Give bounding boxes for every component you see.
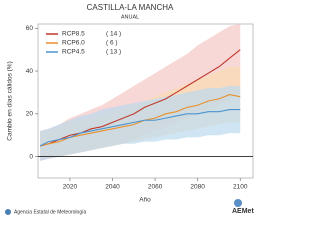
legend-count: ( 6 ) [106, 40, 118, 47]
logo-icon [234, 199, 242, 207]
legend-label: RCP8.5 [62, 31, 85, 38]
y-tick-label: 40 [26, 68, 34, 75]
series-line [39, 49, 241, 147]
chart-title: CASTILLA-LA MANCHA [87, 3, 174, 12]
legend-label: RCP4.5 [62, 49, 85, 56]
y-tick-label: 0 [29, 153, 33, 160]
footer-text: Agencia Estatal de Meteorología [14, 209, 86, 215]
y-tick-label: 20 [26, 111, 34, 118]
chart-subtitle: ANUAL [121, 14, 139, 20]
x-tick-label: 2060 [148, 184, 163, 191]
y-axis-label: Cambio en días cálidos (%) [7, 61, 14, 140]
x-tick-label: 2100 [233, 184, 248, 191]
legend-count: ( 13 ) [106, 49, 121, 56]
chart: CASTILLA-LA MANCHA ANUAL Cambio en días … [5, 3, 254, 215]
x-axis-label: Año [139, 197, 151, 204]
x-tick-label: 2080 [190, 184, 205, 191]
band [40, 86, 241, 161]
y-tick-label: 60 [26, 25, 34, 32]
x-tick-label: 2040 [105, 184, 120, 191]
x-tick-label: 2020 [63, 184, 78, 191]
legend-label: RCP6.0 [62, 40, 85, 47]
footer-logo [5, 209, 11, 215]
logo-text: AEMet [232, 208, 254, 215]
series-line [39, 109, 241, 147]
legend-count: ( 14 ) [106, 31, 121, 38]
